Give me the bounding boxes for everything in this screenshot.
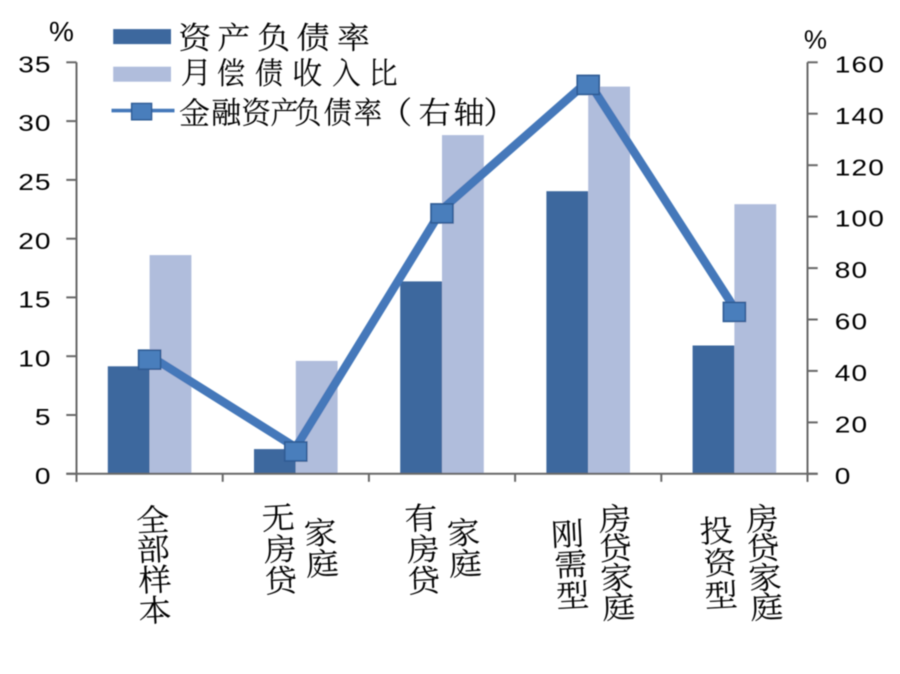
- svg-text:0: 0: [835, 464, 852, 489]
- svg-text:20: 20: [835, 413, 868, 438]
- svg-text:15: 15: [18, 288, 51, 313]
- svg-text:0: 0: [35, 464, 52, 489]
- svg-text:%: %: [49, 16, 74, 47]
- svg-text:5: 5: [35, 405, 52, 430]
- svg-text:160: 160: [835, 53, 885, 78]
- svg-text:80: 80: [835, 258, 868, 283]
- svg-text:%: %: [804, 25, 827, 55]
- svg-text:30: 30: [18, 111, 51, 136]
- svg-text:35: 35: [18, 53, 51, 78]
- svg-text:60: 60: [835, 310, 868, 335]
- svg-text:40: 40: [835, 361, 868, 386]
- svg-text:120: 120: [835, 156, 885, 181]
- svg-text:25: 25: [18, 170, 51, 195]
- svg-text:140: 140: [835, 104, 885, 129]
- svg-text:100: 100: [835, 207, 885, 232]
- svg-text:10: 10: [18, 347, 51, 372]
- svg-text:20: 20: [18, 229, 51, 254]
